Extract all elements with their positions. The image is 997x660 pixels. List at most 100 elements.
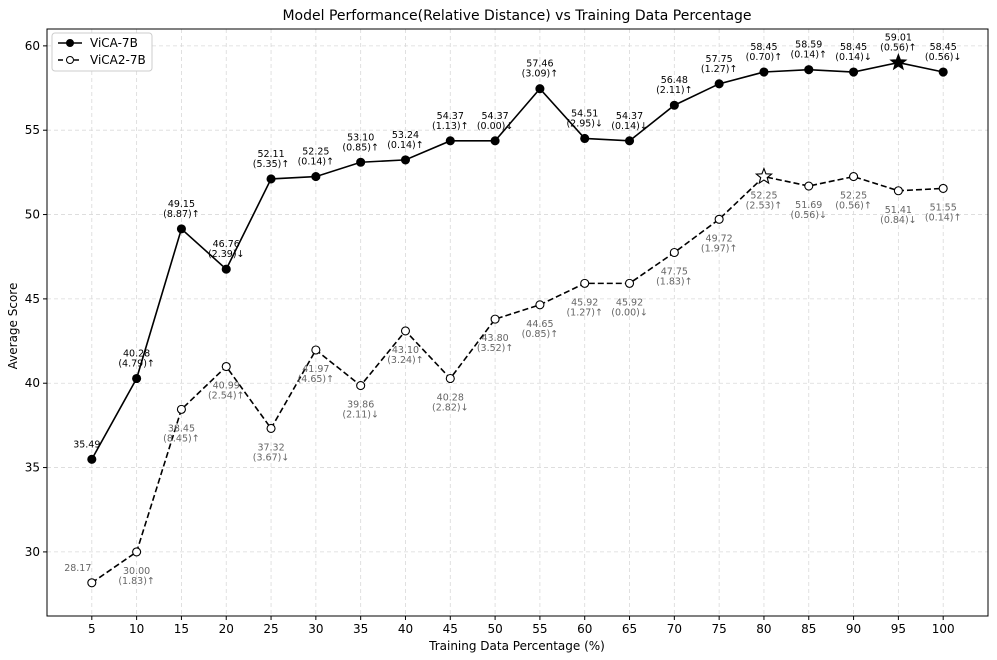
data-markers bbox=[87, 53, 948, 588]
legend-label-vica: ViCA-7B bbox=[90, 36, 138, 50]
value-label: 54.37 bbox=[437, 111, 464, 122]
change-label: (4.65)↑ bbox=[298, 374, 335, 385]
best-point-star-icon bbox=[754, 167, 774, 185]
value-label: 28.17 bbox=[64, 563, 91, 574]
x-tick-label: 30 bbox=[308, 622, 323, 636]
change-label: (1.27)↑ bbox=[566, 307, 603, 318]
data-point bbox=[849, 172, 859, 182]
data-labels: 35.4940.28(4.79)↑49.15(8.87)↑46.76(2.39)… bbox=[64, 33, 961, 587]
change-label: (2.39)↓ bbox=[208, 249, 245, 260]
data-point bbox=[804, 181, 814, 191]
data-point bbox=[580, 133, 590, 144]
chart-title: Model Performance(Relative Distance) vs … bbox=[282, 8, 751, 24]
data-point bbox=[490, 136, 500, 146]
x-axis-label: Training Data Percentage (%) bbox=[428, 639, 605, 653]
data-point bbox=[490, 314, 500, 324]
y-tick-label: 35 bbox=[25, 461, 40, 475]
value-label: 30.00 bbox=[123, 566, 150, 577]
change-label: (0.00)↓ bbox=[611, 307, 648, 318]
data-point bbox=[176, 404, 186, 414]
change-label: (3.24)↑ bbox=[387, 355, 424, 366]
change-label: (0.14)↑ bbox=[925, 212, 962, 223]
value-label: 43.80 bbox=[481, 333, 508, 344]
y-tick-label: 30 bbox=[25, 545, 40, 559]
data-point bbox=[759, 67, 769, 77]
series-lines bbox=[91, 61, 944, 584]
value-label: 45.92 bbox=[616, 297, 643, 308]
value-label: 38.45 bbox=[168, 423, 195, 434]
value-label: 52.25 bbox=[840, 191, 867, 202]
change-label: (2.11)↑ bbox=[656, 85, 693, 96]
change-label: (0.00)↓ bbox=[477, 121, 514, 132]
change-label: (0.56)↑ bbox=[835, 201, 872, 212]
change-label: (2.54)↑ bbox=[208, 391, 245, 402]
change-label: (2.95)↓ bbox=[566, 118, 603, 129]
plot-frame bbox=[46, 28, 989, 617]
data-point bbox=[400, 326, 411, 336]
change-label: (8.87)↑ bbox=[163, 209, 200, 220]
change-label: (1.97)↑ bbox=[701, 243, 738, 254]
x-tick-label: 15 bbox=[174, 622, 189, 636]
value-label: 57.46 bbox=[526, 59, 553, 70]
value-label: 49.15 bbox=[168, 199, 195, 210]
change-label: (0.14)↓ bbox=[835, 52, 872, 63]
change-label: (3.67)↓ bbox=[253, 452, 290, 463]
value-label: 40.28 bbox=[437, 393, 464, 404]
value-label: 45.92 bbox=[571, 297, 598, 308]
change-label: (0.56)↓ bbox=[925, 52, 962, 63]
data-point bbox=[221, 361, 231, 372]
data-point bbox=[87, 454, 97, 464]
value-label: 43.10 bbox=[392, 345, 419, 356]
value-label: 54.51 bbox=[571, 108, 598, 119]
change-label: (0.14)↑ bbox=[298, 157, 335, 168]
data-point bbox=[535, 300, 545, 310]
change-label: (0.56)↓ bbox=[790, 210, 827, 221]
data-point bbox=[669, 247, 679, 258]
change-label: (3.52)↑ bbox=[477, 343, 514, 354]
data-point bbox=[804, 65, 814, 75]
value-label: 40.99 bbox=[213, 381, 240, 392]
x-tick-label: 80 bbox=[756, 622, 771, 636]
x-tick-label: 10 bbox=[129, 622, 144, 636]
change-label: (0.85)↑ bbox=[522, 329, 559, 340]
change-label: (8.45)↑ bbox=[163, 433, 200, 444]
data-point bbox=[849, 67, 859, 77]
change-label: (1.83)↑ bbox=[118, 576, 155, 587]
x-tick-label: 25 bbox=[263, 622, 278, 636]
value-label: 54.37 bbox=[616, 111, 643, 122]
x-tick-label: 60 bbox=[577, 622, 592, 636]
data-point bbox=[893, 186, 903, 196]
legend-label-vica2: ViCA2-7B bbox=[90, 53, 146, 67]
data-point bbox=[311, 345, 321, 355]
y-tick-label: 45 bbox=[25, 292, 40, 306]
value-label: 53.10 bbox=[347, 132, 374, 143]
y-axis-label: Average Score bbox=[6, 283, 20, 370]
value-label: 39.86 bbox=[347, 400, 374, 411]
x-tick-label: 40 bbox=[398, 622, 413, 636]
data-point bbox=[714, 79, 724, 89]
data-point bbox=[266, 174, 276, 184]
value-label: 53.24 bbox=[392, 130, 419, 141]
data-point bbox=[445, 373, 455, 384]
change-label: (0.14)↓ bbox=[611, 121, 648, 132]
value-label: 52.11 bbox=[257, 149, 284, 160]
data-point bbox=[87, 578, 97, 588]
y-tick-label: 40 bbox=[25, 376, 40, 390]
legend: ViCA-7B ViCA2-7B bbox=[51, 32, 153, 72]
value-label: 52.25 bbox=[302, 147, 329, 158]
x-tick-label: 20 bbox=[219, 622, 234, 636]
value-label: 47.75 bbox=[661, 266, 688, 277]
data-point bbox=[938, 183, 948, 193]
value-label: 44.65 bbox=[526, 319, 553, 330]
y-tick-label: 60 bbox=[25, 39, 40, 53]
y-tick-label: 50 bbox=[25, 208, 40, 222]
data-point bbox=[580, 278, 590, 288]
value-label: 41.97 bbox=[302, 364, 329, 375]
x-tick-label: 85 bbox=[801, 622, 816, 636]
value-label: 51.41 bbox=[885, 205, 912, 216]
data-point bbox=[311, 172, 321, 182]
value-label: 58.45 bbox=[750, 42, 777, 53]
value-label: 54.37 bbox=[481, 111, 508, 122]
